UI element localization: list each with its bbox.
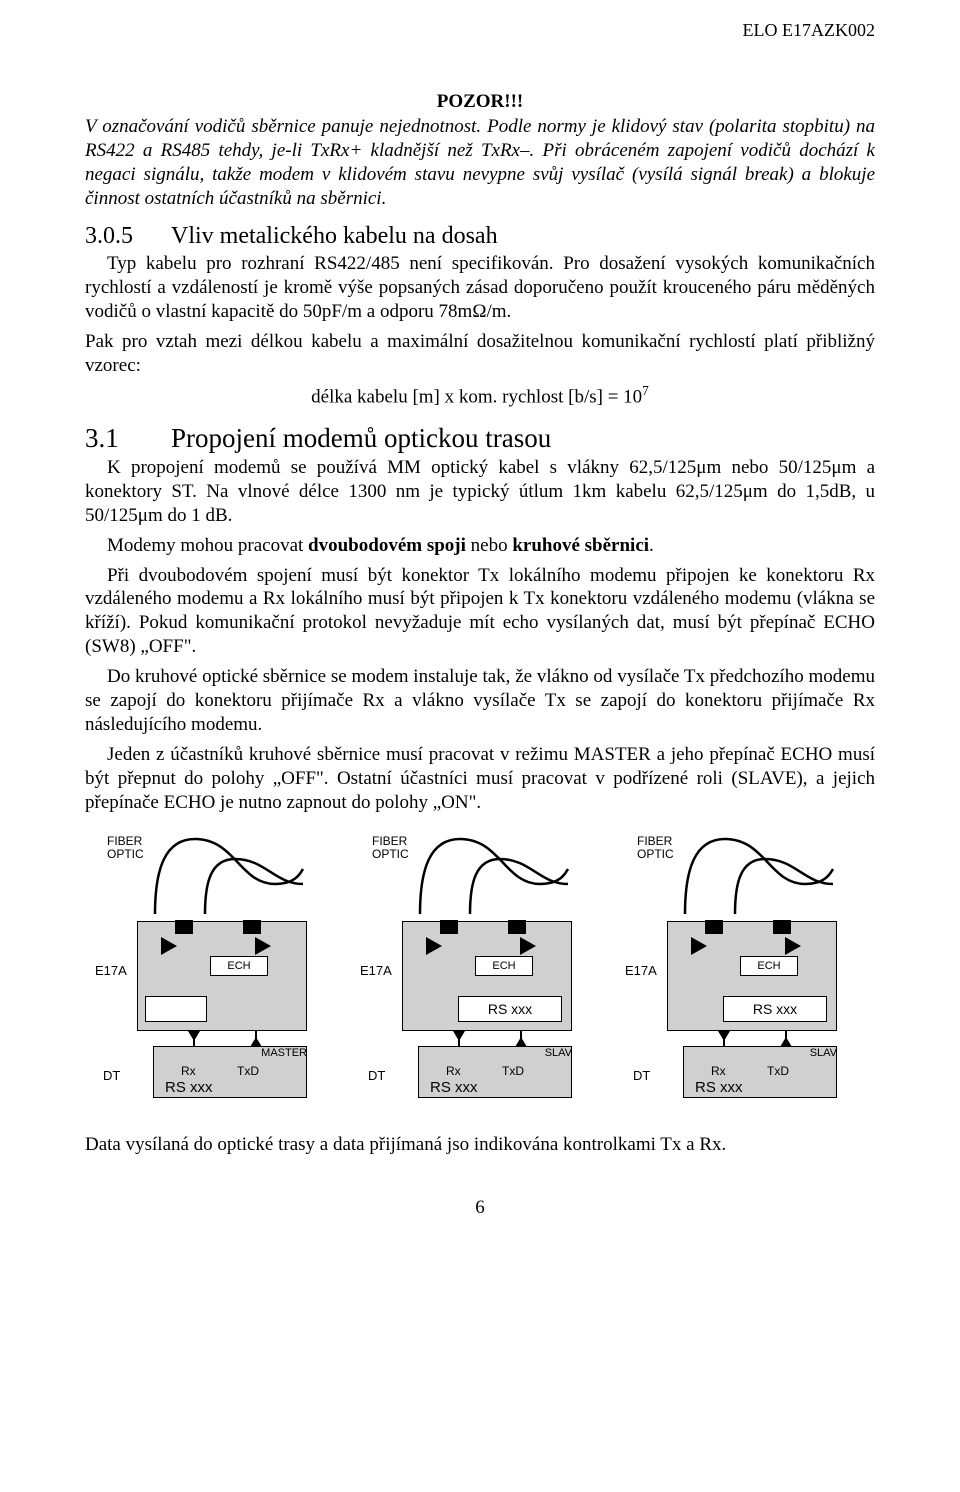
p305-2: Pak pro vztah mezi délkou kabelu a maxim… (85, 330, 875, 378)
fiber-label: FIBEROPTIC (372, 835, 409, 861)
echo-box: ECH (740, 956, 798, 976)
heading-31: 3.1Propojení modemů optickou trasou (85, 423, 875, 454)
formula-lhs: délka kabelu [m] x kom. rychlost [b/s] =… (311, 387, 642, 408)
heading-31-num: 3.1 (85, 423, 171, 454)
p31-2-pre: Modemy mohou pracovat (107, 535, 308, 556)
amp-icon (426, 937, 442, 955)
rs-box-bottom: RS xxx (695, 1079, 743, 1096)
heading-305-num: 3.0.5 (85, 223, 171, 250)
echo-box: ECH (475, 956, 533, 976)
amp-icon (520, 937, 536, 955)
echo-box: ECH (210, 956, 268, 976)
optic-port (175, 920, 193, 934)
page-number: 6 (85, 1197, 875, 1219)
rs-box-top: RS xxx (458, 996, 562, 1022)
formula: délka kabelu [m] x kom. rychlost [b/s] =… (85, 383, 875, 408)
e17a-label: E17A (360, 963, 392, 978)
rs-box-bottom: RS xxx (165, 1079, 213, 1096)
p31-3: Při dvoubodovém spojení musí být konekto… (85, 564, 875, 660)
warning-para: V označování vodičů sběrnice panuje neje… (85, 115, 875, 211)
rs-box-top: RS xxx (723, 996, 827, 1022)
txd-label: TxD (502, 1064, 524, 1078)
amp-icon (161, 937, 177, 955)
amp-icon (785, 937, 801, 955)
e17a-label: E17A (95, 963, 127, 978)
diagram-unit: FIBEROPTIC E17A ECH RS xxx DT SLAV Rx TxD RS xx… (615, 821, 865, 1111)
p31-5: Jeden z účastníků kruhové sběrnice musí … (85, 743, 875, 815)
optic-port (773, 920, 791, 934)
ring-diagram: FIBEROPTIC E17AECHDTMASTERRxTxDRS xxxFIB… (85, 821, 875, 1111)
arrow-down-icon (453, 1031, 465, 1041)
dt-label: DT (103, 1068, 120, 1083)
optic-port (440, 920, 458, 934)
p31-2: Modemy mohou pracovat dvoubodovém spoji … (85, 534, 875, 558)
blank-slot (145, 996, 207, 1022)
fiber-label: FIBEROPTIC (637, 835, 674, 861)
rx-label: Rx (446, 1064, 461, 1078)
arrow-down-icon (188, 1031, 200, 1041)
rx-label: Rx (711, 1064, 726, 1078)
optic-port (243, 920, 261, 934)
heading-305: 3.0.5Vliv metalického kabelu na dosah (85, 223, 875, 250)
warning-text: V označování vodičů sběrnice panuje neje… (85, 116, 875, 209)
heading-305-title: Vliv metalického kabelu na dosah (171, 223, 498, 249)
e17a-label: E17A (625, 963, 657, 978)
role-label: MASTER (261, 1047, 307, 1059)
amp-icon (255, 937, 271, 955)
rx-label: Rx (181, 1064, 196, 1078)
p31-2-post: . (649, 535, 654, 556)
p31-2-mid: nebo (466, 535, 512, 556)
diagram-unit: FIBEROPTIC E17A ECH RS xxx DT SLAV Rx TxD RS xx… (350, 821, 600, 1111)
p31-4: Do kruhové optické sběrnice se modem ins… (85, 665, 875, 737)
amp-icon (691, 937, 707, 955)
dt-label: DT (368, 1068, 385, 1083)
rs-box-bottom: RS xxx (430, 1079, 478, 1096)
optic-port (508, 920, 526, 934)
p305-1: Typ kabelu pro rozhraní RS422/485 není s… (85, 252, 875, 324)
arrow-down-icon (718, 1031, 730, 1041)
txd-label: TxD (237, 1064, 259, 1078)
diagram-unit: FIBEROPTIC E17A ECH DT MASTER Rx TxD RS xxx (85, 821, 335, 1111)
formula-exp: 7 (642, 383, 649, 398)
fiber-label: FIBEROPTIC (107, 835, 144, 861)
warning-title: POZOR!!! (85, 91, 875, 113)
txd-label: TxD (767, 1064, 789, 1078)
doc-code: ELO E17AZK002 (85, 20, 875, 41)
dt-label: DT (633, 1068, 650, 1083)
p31-1: K propojení modemů se používá MM optický… (85, 456, 875, 528)
footer-para: Data vysílaná do optické trasy a data př… (85, 1133, 875, 1157)
heading-31-title: Propojení modemů optickou trasou (171, 423, 551, 453)
optic-port (705, 920, 723, 934)
p31-2-b2: kruhové sběrnici (512, 535, 649, 556)
role-label: SLAV (545, 1047, 572, 1059)
p31-2-b1: dvoubodovém spoji (308, 535, 466, 556)
role-label: SLAV (810, 1047, 837, 1059)
